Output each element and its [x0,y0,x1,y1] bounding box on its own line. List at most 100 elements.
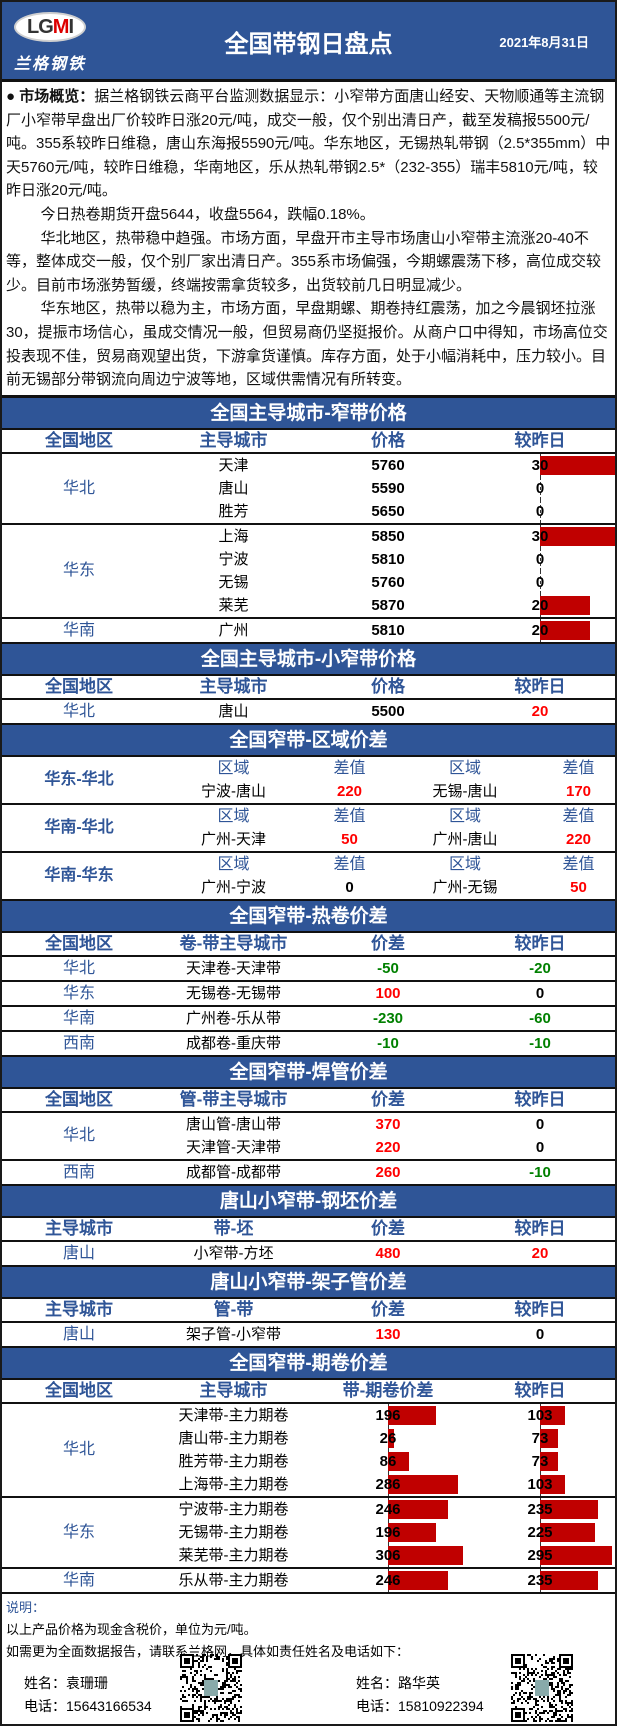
area-pair: 广州-无锡 [432,878,498,896]
market-overview: ● 市场概览：据兰格钢铁云商平台监测数据显示：小窄带方面唐山经安、天物顺通等主流… [2,82,615,398]
bar-cell: 26 [311,1426,465,1450]
region-label: 西南 [62,1034,95,1052]
city-label: 唐山 [218,702,249,720]
bar-cell: 0 [465,476,615,500]
region-label: 华南 [62,1571,95,1589]
change-value: 130 [375,1325,401,1343]
change-value: -10 [529,1034,551,1052]
column-header: 价格 [371,430,405,450]
sub-header: 区域 [448,759,481,777]
section-futures-diff: 全国窄带-期卷价差 全国地区 主导城市 带-期卷价差 较昨日 华北 天津带-主力期卷 196 1… [2,1347,615,1594]
bar-value: 225 [527,1523,553,1541]
bar-value: 306 [375,1546,401,1564]
region-group: 华东 无锡卷-无锡带 100 0 [2,982,615,1007]
value-bar [540,1451,558,1471]
city-label: 无锡卷-无锡带 [186,984,281,1002]
column-header: 主导城市 [199,1380,268,1400]
diff-value: 170 [565,782,592,800]
diff-value: 50 [341,830,358,848]
column-header: 全国地区 [45,1089,113,1109]
price-value: 5810 [371,550,405,568]
region-label: 西南 [62,1163,95,1181]
change-value: 0 [535,1115,545,1133]
bar-cell: 30 [465,524,615,548]
price-value: 5850 [371,527,405,545]
bar-value: 103 [527,1475,553,1493]
sub-header: 差值 [333,807,366,825]
value-bar [540,1522,596,1542]
report-date: 2021年8月31日 [499,35,589,50]
change-value: 100 [375,984,401,1002]
bar-value: 73 [531,1452,549,1470]
column-header: 价格 [371,676,405,696]
column-header: 卷-带主导城市 [179,933,288,953]
bar-cell: 295 [465,1543,615,1567]
change-value: 20 [531,702,549,720]
bar-cell: 0 [465,570,615,594]
bar-value: 73 [531,1429,549,1447]
region-group: 华北 天津 5760 30 唐山 5590 0 胜芳 5650 0 [2,453,615,525]
region-group: 华北 唐山 5500 20 [2,700,615,725]
change-value: -230 [372,1009,404,1027]
section-title: 全国窄带-区域价差 [2,724,615,757]
region-pair-label: 华南-华东 [44,866,114,884]
city-label: 莱芜带-主力期卷 [178,1546,289,1564]
region-group: 华东 上海 5850 30 宁波 5810 0 无锡 5760 0 莱芜 5870 20 [2,524,615,619]
change-value: -10 [529,1163,551,1181]
bar-cell: 235 [465,1568,615,1592]
contact-1: 姓名：袁珊珊 电话：15643166534 [24,1672,152,1718]
bar-cell: 20 [465,593,615,617]
value-bar [388,1499,449,1519]
column-header: 较昨日 [514,1089,566,1109]
price-value: 5870 [371,596,405,614]
sub-header: 差值 [562,855,595,873]
region-group: 华北 天津带-主力期卷 196 103 唐山带-主力期卷 26 73 胜芳带-主力期卷 86 73… [2,1403,615,1498]
overview-paragraph: 华东地区，热带以稳为主，市场方面，早盘期螺、期卷持红震荡，加之今晨钢坯拉涨30，… [6,300,608,389]
column-header-row: 主导城市 管-带 价差 较昨日 [2,1299,615,1323]
contact-2: 姓名：路华英 电话：15810922394 [356,1672,484,1718]
sub-header: 区域 [217,759,250,777]
column-header: 较昨日 [514,1299,566,1319]
sub-header: 差值 [562,807,595,825]
region-group: 唐山 架子管-小窄带 130 0 [2,1323,615,1348]
price-value: 5760 [371,456,405,474]
city-label: 上海 [218,527,249,545]
region-diff-group: 华南-华北 区域 差值 区域 差值 广州-天津 50 广州-唐山 220 [2,805,615,853]
bar-value: 30 [531,527,549,545]
bar-value: 235 [527,1500,553,1518]
section-title: 全国窄带-焊管价差 [2,1056,615,1089]
city-label: 莱芜 [218,596,249,614]
column-header: 较昨日 [514,1380,566,1400]
column-header: 全国地区 [45,430,113,450]
column-header: 带-期卷价差 [342,1380,434,1400]
bar-value: 20 [531,621,549,639]
region-group: 西南 成都管-成都带 260 -10 [2,1161,615,1186]
value-bar [388,1428,395,1448]
value-bar [388,1474,459,1494]
diff-value: 220 [336,782,363,800]
bar-value: 196 [375,1406,401,1424]
contact-intro: 如需更为全面数据报告，请联系兰格网，具体如责任姓名及电话如下： [6,1643,410,1659]
region-group: 华南 广州卷-乐从带 -230 -60 [2,1007,615,1032]
price-value: 5760 [371,573,405,591]
change-value: 0 [535,984,545,1002]
change-value: 0 [535,1325,545,1343]
bar-value: 295 [527,1546,553,1564]
change-value: 0 [535,1138,545,1156]
bar-cell: 225 [465,1520,615,1544]
price-sections: 全国主导城市-窄带价格 全国地区 主导城市 价格 较昨日 华北 天津 5760 30 唐山 5590… [2,397,615,1594]
area-pair: 宁波-唐山 [201,782,266,800]
column-header-row: 全国地区 主导城市 价格 较昨日 [2,676,615,700]
bar-value: 30 [531,456,549,474]
region-label: 华东 [62,984,95,1002]
qr-code-icon [511,1654,573,1722]
sub-header: 差值 [333,855,366,873]
region-label: 华北 [62,959,95,977]
sub-header: 差值 [333,759,366,777]
bar-value: 0 [535,479,545,497]
bar-cell: 103 [465,1403,615,1427]
column-header-row: 主导城市 带-坯 价差 较昨日 [2,1218,615,1242]
city-label: 天津卷-天津带 [186,959,281,977]
qr-code-icon [180,1654,242,1722]
column-header-row: 全国地区 卷-带主导城市 价差 较昨日 [2,933,615,957]
